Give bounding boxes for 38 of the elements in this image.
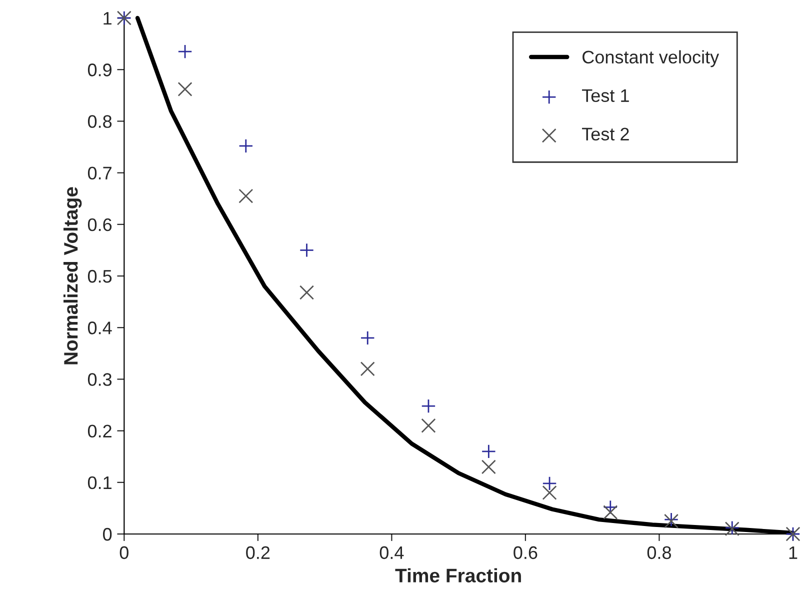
point [542, 476, 557, 491]
y-tick-label: 1 [104, 12, 112, 25]
y-tick-label: 0.2 [88, 424, 112, 438]
y-tick-label: 0.3 [88, 373, 112, 386]
point [178, 82, 192, 96]
y-tick-label: 0.1 [88, 476, 112, 490]
point [360, 330, 375, 346]
y-tick-label: 0.9 [88, 64, 112, 76]
x-tick-label: 0.8 [647, 546, 671, 560]
point [299, 242, 314, 258]
point [481, 444, 496, 459]
point [421, 418, 436, 433]
point [603, 505, 618, 520]
point [238, 138, 254, 154]
legend-label: Constant velocity [582, 50, 720, 68]
x-axis-title: Time Fraction [395, 568, 521, 582]
y-axis-title: Normalized Voltage [63, 187, 82, 364]
y-tick-label: 0.4 [88, 322, 112, 334]
y-tick-label: 0 [103, 528, 112, 541]
x-tick-label: 0.6 [514, 546, 538, 560]
x-tick-label: 1 [789, 546, 798, 559]
y-tick-label: 0.5 [88, 270, 112, 283]
y-tick-label: 0.6 [88, 218, 112, 232]
legend-label: Test 2 [582, 128, 629, 140]
point [178, 44, 192, 59]
point [360, 362, 375, 376]
point [238, 188, 254, 204]
point [421, 398, 436, 414]
point [299, 285, 314, 300]
point [603, 500, 618, 514]
point [542, 485, 557, 500]
x-tick-label: 0 [120, 546, 128, 560]
point [481, 460, 496, 474]
y-tick-label: 0.8 [88, 115, 112, 128]
x-tick-label: 0.4 [380, 546, 404, 560]
legend-label: Test 1 [582, 89, 629, 102]
x-tick-label: 0.2 [246, 546, 270, 560]
y-tick-label: 0.7 [88, 166, 112, 180]
